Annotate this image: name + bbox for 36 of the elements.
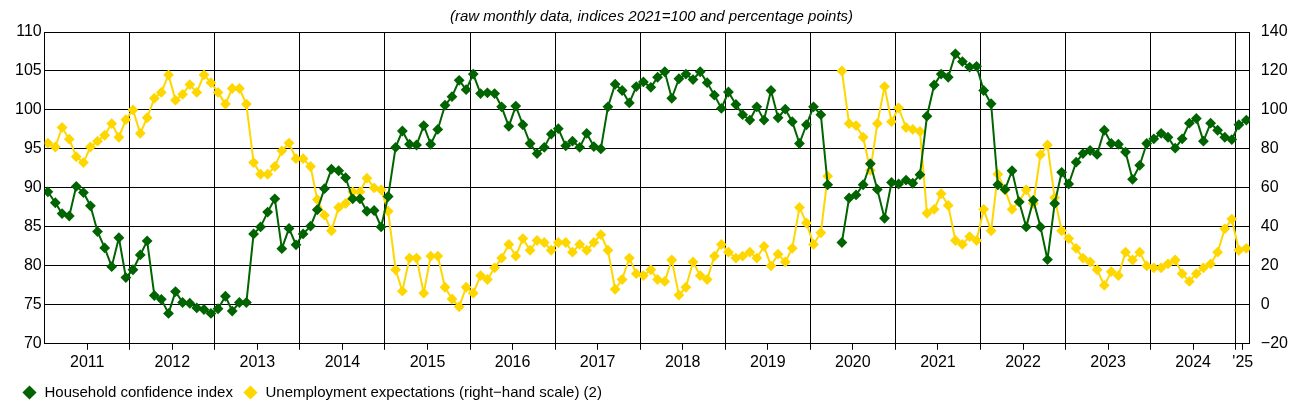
- y-tick-label: 75: [23, 295, 42, 313]
- y-tick-label: 80: [23, 256, 42, 274]
- y2-tick-label: 140: [1260, 22, 1288, 40]
- x-tick-label: 2019: [750, 352, 786, 370]
- y-tick-label: 95: [23, 139, 42, 157]
- y-tick-label: 100: [14, 100, 42, 118]
- y2-tick-label: 60: [1260, 178, 1279, 196]
- x-tick-label: 2020: [835, 352, 871, 370]
- x-tick-label: 2022: [1005, 352, 1041, 370]
- x-tick-label: 2011: [70, 352, 105, 370]
- x-tick-label: 2021: [920, 352, 956, 370]
- y2-tick-label: 100: [1260, 100, 1288, 118]
- legend-label: Unemployment expectations (right−hand scale) (2): [265, 382, 602, 400]
- legend-label: Household confidence index: [44, 382, 234, 400]
- y-tick-label: 85: [23, 217, 42, 235]
- y2-tick-label: 20: [1260, 256, 1279, 274]
- y-tick-label: 110: [16, 22, 42, 40]
- y2-tick-label: 40: [1260, 217, 1279, 235]
- y-tick-label: 70: [23, 334, 42, 352]
- x-tick-label: 2024: [1175, 352, 1212, 370]
- x-tick-label: 2018: [664, 352, 701, 370]
- y2-tick-label: 80: [1260, 139, 1279, 157]
- x-tick-label: 2017: [579, 352, 616, 370]
- x-tick-label: '25: [1232, 352, 1254, 370]
- y-tick-label: 90: [23, 178, 42, 196]
- x-tick-label: 2023: [1090, 352, 1126, 370]
- y2-tick-label: −20: [1260, 334, 1289, 352]
- x-tick-label: 2013: [239, 352, 276, 370]
- y-tick-label: 105: [14, 61, 42, 79]
- y2-tick-label: 0: [1260, 295, 1270, 313]
- x-tick-label: 2014: [324, 352, 361, 370]
- x-tick-label: 2016: [494, 352, 531, 370]
- x-tick-label: 2015: [409, 352, 446, 370]
- chart-subtitle: (raw monthly data, indices 2021=100 and percentage points): [449, 7, 854, 25]
- y2-tick-label: 120: [1260, 61, 1288, 79]
- x-tick-label: 2012: [154, 352, 191, 370]
